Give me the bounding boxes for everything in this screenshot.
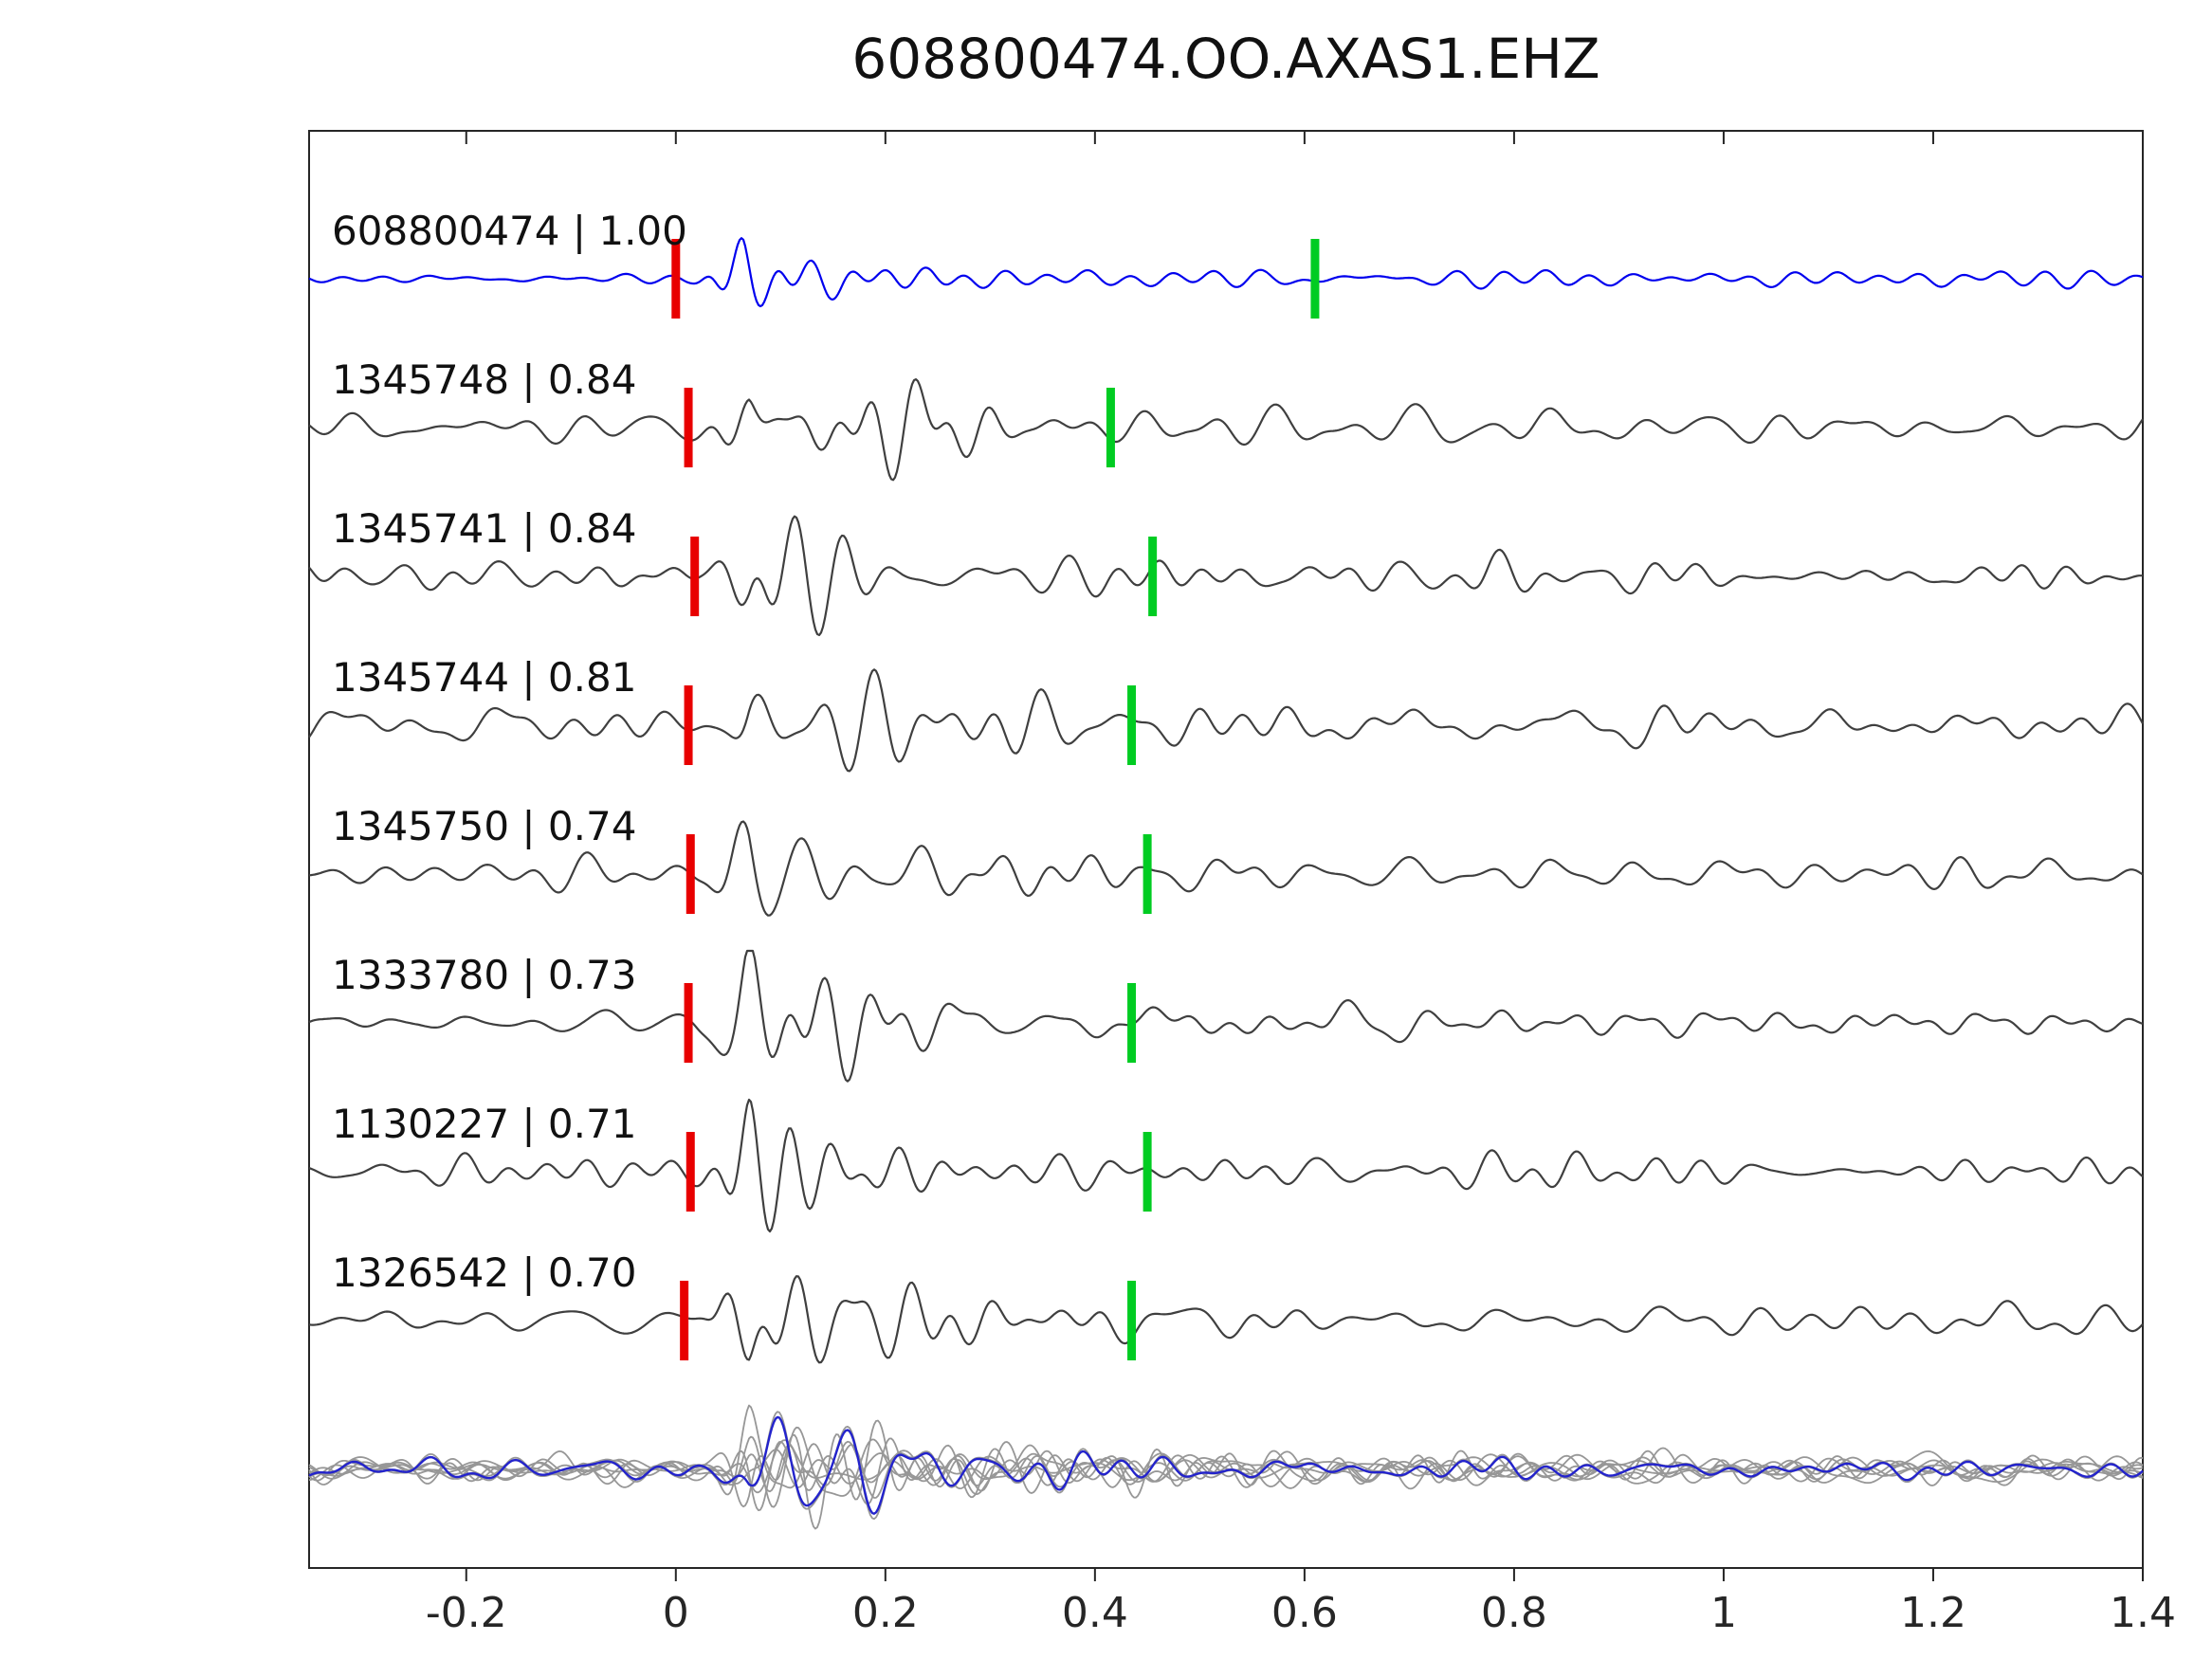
green-pick-marker	[1143, 1132, 1152, 1212]
x-tick-label: 1.2	[1900, 1589, 1966, 1637]
trace-label: 1345741 | 0.84	[332, 505, 636, 552]
trace-label: 608800474 | 1.00	[332, 208, 687, 254]
green-pick-marker	[1310, 239, 1320, 319]
x-tick-label: -0.2	[426, 1589, 507, 1637]
stack-trace-gray	[308, 1444, 2144, 1493]
waveform-path	[308, 668, 2144, 773]
red-pick-marker	[680, 1281, 689, 1360]
x-tick-label: 1	[1710, 1589, 1737, 1637]
stack-trace-blue	[308, 1415, 2144, 1515]
waveform-path	[308, 949, 2144, 1083]
green-pick-marker	[1148, 537, 1158, 616]
trace-label: 1130227 | 0.71	[332, 1101, 636, 1147]
trace-label: 1345750 | 0.74	[332, 803, 636, 849]
plot-border	[308, 130, 2144, 1569]
waveform-path	[308, 515, 2143, 636]
waveform-path	[308, 1275, 2144, 1364]
green-pick-marker	[1127, 685, 1137, 765]
x-tick-label: 0	[663, 1589, 689, 1637]
green-pick-marker	[1106, 388, 1115, 467]
stack-trace-gray	[308, 1419, 2144, 1530]
x-tick-label: 0.8	[1481, 1589, 1547, 1637]
red-pick-marker	[690, 537, 700, 616]
stack-trace-gray	[308, 1439, 2144, 1494]
waveform-path	[308, 237, 2144, 308]
red-pick-marker	[686, 1132, 695, 1212]
chart-title: 608800474.OO.AXAS1.EHZ	[851, 27, 1600, 91]
trace-label: 1326542 | 0.70	[332, 1249, 636, 1296]
waveform-path	[308, 1098, 2144, 1233]
x-tick-label: 0.4	[1062, 1589, 1128, 1637]
red-pick-marker	[671, 239, 681, 319]
waveform-path	[308, 378, 2144, 482]
green-pick-marker	[1127, 1281, 1137, 1360]
green-pick-marker	[1143, 834, 1152, 914]
x-tick-label: 0.6	[1271, 1589, 1338, 1637]
red-pick-marker	[686, 834, 695, 914]
waveform-path	[308, 820, 2144, 917]
x-tick-label: 0.2	[852, 1589, 919, 1637]
trace-label: 1345748 | 0.84	[332, 356, 636, 403]
green-pick-marker	[1127, 983, 1137, 1063]
red-pick-marker	[684, 388, 693, 467]
stack-trace-gray	[308, 1440, 2144, 1512]
red-pick-marker	[684, 983, 693, 1063]
red-pick-marker	[684, 685, 693, 765]
x-tick-label: 1.4	[2110, 1589, 2176, 1637]
trace-label: 1345744 | 0.81	[332, 654, 636, 701]
trace-label: 1333780 | 0.73	[332, 952, 636, 998]
